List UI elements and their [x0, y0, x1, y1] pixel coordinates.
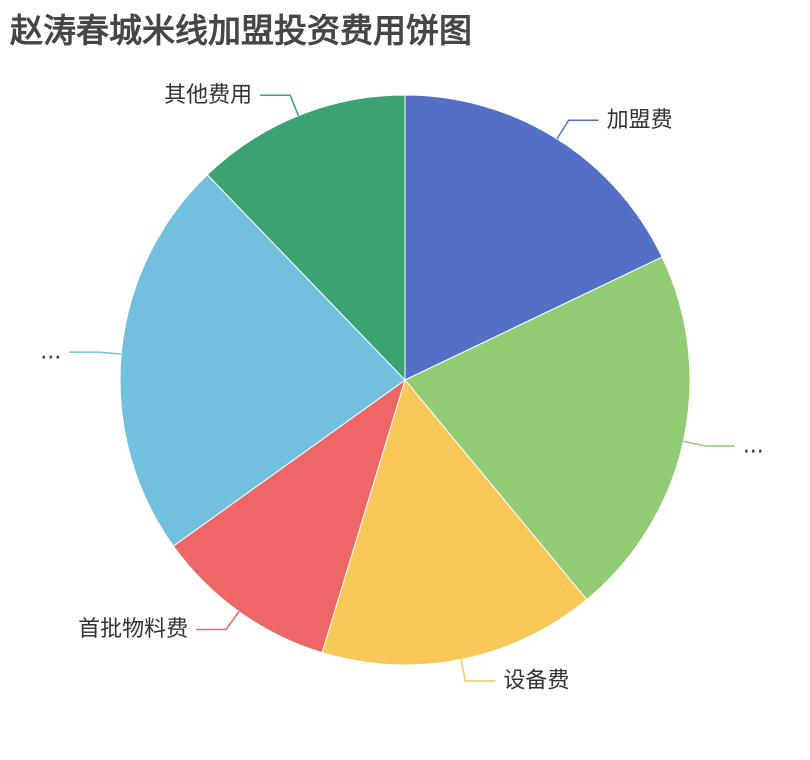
- leader-line-5: [260, 94, 300, 116]
- leader-line-0: [556, 119, 599, 140]
- leader-line-4: [69, 351, 122, 355]
- slice-label-0: 加盟费: [607, 108, 673, 133]
- pie-slice-5[interactable]: [206, 94, 406, 382]
- leader-lines: [69, 94, 735, 682]
- slice-label-4: ...: [40, 340, 61, 365]
- slice-label-3: 首批物料费: [78, 617, 188, 642]
- pie-slice-0[interactable]: [404, 94, 663, 381]
- pie-slice-4[interactable]: [119, 174, 406, 547]
- pie-slice-2[interactable]: [321, 378, 588, 666]
- leader-line-1: [683, 440, 735, 447]
- slice-labels: 加盟费... 设备费 首批物料费... 其他费用: [40, 83, 764, 694]
- slice-label-1: ...: [743, 434, 764, 459]
- leader-line-2: [460, 659, 496, 682]
- pie-slices: [119, 94, 691, 666]
- leader-line-3: [196, 611, 240, 631]
- pie-slice-1[interactable]: [404, 256, 691, 601]
- slice-label-5: 其他费用: [164, 83, 252, 108]
- chart-title: 赵涛春城米线加盟投资费用饼图: [10, 11, 472, 50]
- slice-label-2: 设备费: [503, 669, 569, 694]
